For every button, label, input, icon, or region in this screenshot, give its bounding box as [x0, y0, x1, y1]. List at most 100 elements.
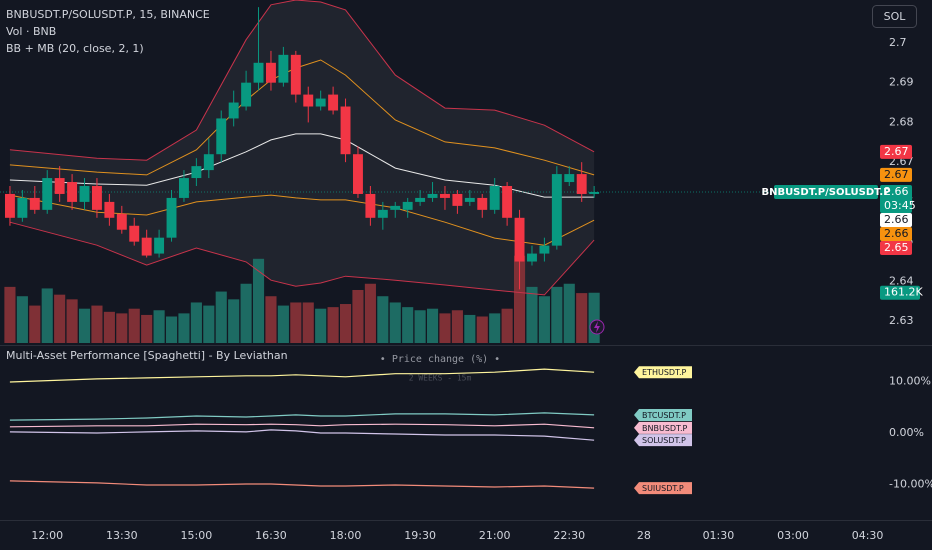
volume-bar	[451, 310, 463, 343]
volume-bar	[402, 307, 414, 343]
volume-bar	[513, 255, 526, 343]
pane-subtitle: • Price change (%) •	[380, 354, 500, 365]
x-tick-label: 19:30	[404, 529, 436, 542]
volume-bar	[526, 286, 538, 343]
x-tick-label: 18:00	[330, 529, 362, 542]
x-tick-label: 16:30	[255, 529, 287, 542]
price-tag-box	[880, 144, 912, 159]
series-tag: BNBUSDT.P	[634, 421, 692, 434]
candle-body	[278, 54, 289, 83]
volume-bar	[116, 313, 128, 343]
volume-bar	[563, 283, 575, 343]
price-tag-label: 2.66	[884, 213, 909, 226]
symbol-button-frame[interactable]	[872, 5, 917, 28]
y-tick-label: 2.69	[889, 76, 914, 89]
candle-body	[67, 182, 78, 202]
price-tag-box	[880, 212, 912, 227]
candle-body	[340, 106, 351, 155]
candle-body	[241, 82, 252, 107]
volume-bar	[551, 286, 563, 343]
candle-body	[440, 193, 450, 198]
candle-layer	[4, 7, 600, 290]
x-tick-label: 13:30	[106, 529, 138, 542]
tag-layer: 2.672.672.6603:45BNBUSDT.P/SOLUSDT.P2.66…	[634, 144, 923, 495]
candle-body	[290, 54, 301, 95]
volume-bar	[538, 296, 550, 343]
candle-body	[415, 197, 426, 202]
y-tick-label: 2.64	[889, 274, 914, 287]
line-layer	[0, 0, 880, 489]
volume-bar	[315, 308, 327, 343]
volume-bar	[501, 308, 513, 343]
x-tick-label: 21:00	[479, 529, 511, 542]
price-tag-label: 03:45	[884, 199, 916, 212]
volume-bar	[588, 292, 600, 343]
series-tag-label: SUIUSDT.P	[642, 484, 684, 493]
volume-bar	[4, 286, 16, 343]
volume-bar	[352, 289, 364, 343]
volume-bar	[426, 308, 439, 343]
price-tag: 2.65	[880, 240, 912, 255]
volume-bar	[339, 304, 352, 343]
volume-bar	[252, 258, 265, 343]
volume-bar	[228, 299, 240, 343]
candle-body	[452, 193, 463, 206]
x-tick-label: 22:30	[553, 529, 585, 542]
candle-body	[42, 178, 53, 210]
candle-body	[402, 201, 413, 210]
candle-body	[539, 245, 550, 254]
candle-body	[489, 186, 500, 210]
y-tick-label: 10.00%	[889, 374, 931, 387]
volume-bar	[91, 305, 103, 343]
candle-body	[427, 193, 438, 198]
price-tag-box	[880, 240, 912, 255]
candle-body	[154, 237, 165, 254]
price-tag-label: 2.66	[884, 227, 909, 240]
candle-body	[104, 201, 115, 218]
candle-body	[29, 197, 40, 210]
volume-bar	[576, 293, 588, 343]
candle-body	[141, 237, 152, 256]
y-tick-label: 0.00%	[889, 426, 924, 439]
candle-body	[377, 209, 388, 218]
candle-body	[390, 205, 401, 210]
price-tag: 2.67	[880, 167, 912, 182]
candle-body	[91, 186, 102, 210]
y-tick-label: 2.7	[889, 36, 907, 49]
volume-bar	[439, 313, 451, 343]
volume-bar	[165, 316, 178, 343]
x-tick-label: 15:00	[181, 529, 213, 542]
candle-body	[353, 154, 363, 194]
volume-layer	[4, 255, 600, 343]
series-tag: SUIUSDT.P	[634, 482, 692, 495]
volume-bar	[327, 307, 339, 343]
x-tick-label: 04:30	[852, 529, 884, 542]
series-tag-box	[634, 434, 692, 447]
candle-body	[216, 118, 227, 155]
alert-icon[interactable]	[589, 319, 605, 335]
x-tick-label: 03:00	[777, 529, 809, 542]
y-tick-label: 2.63	[889, 314, 914, 327]
candle-body	[203, 154, 214, 171]
price-tag: 2.66	[880, 212, 912, 227]
price-tag-label: 2.65	[884, 241, 909, 254]
volume-bar	[464, 314, 476, 343]
series-tag-label: BNBUSDT.P	[642, 424, 688, 433]
candle-body	[464, 197, 475, 202]
candle-body	[178, 178, 189, 198]
candle-body	[514, 217, 525, 262]
candle-body	[228, 102, 239, 119]
symbol-button-label[interactable]: SOL	[884, 10, 907, 23]
candle-body	[4, 193, 15, 218]
series-tag-box	[634, 408, 692, 421]
volume-bar	[78, 308, 91, 343]
volume-bar	[364, 283, 376, 343]
chart-title: BNBUSDT.P/SOLUSDT.P, 15, BINANCE	[6, 8, 210, 21]
symbol-button[interactable]: SOL	[872, 5, 917, 28]
volume-bar	[377, 296, 389, 343]
series-tag: ETHUSDT.P	[634, 366, 692, 379]
alert-icon-bolt[interactable]	[594, 321, 600, 333]
price-tag-box	[880, 226, 912, 241]
